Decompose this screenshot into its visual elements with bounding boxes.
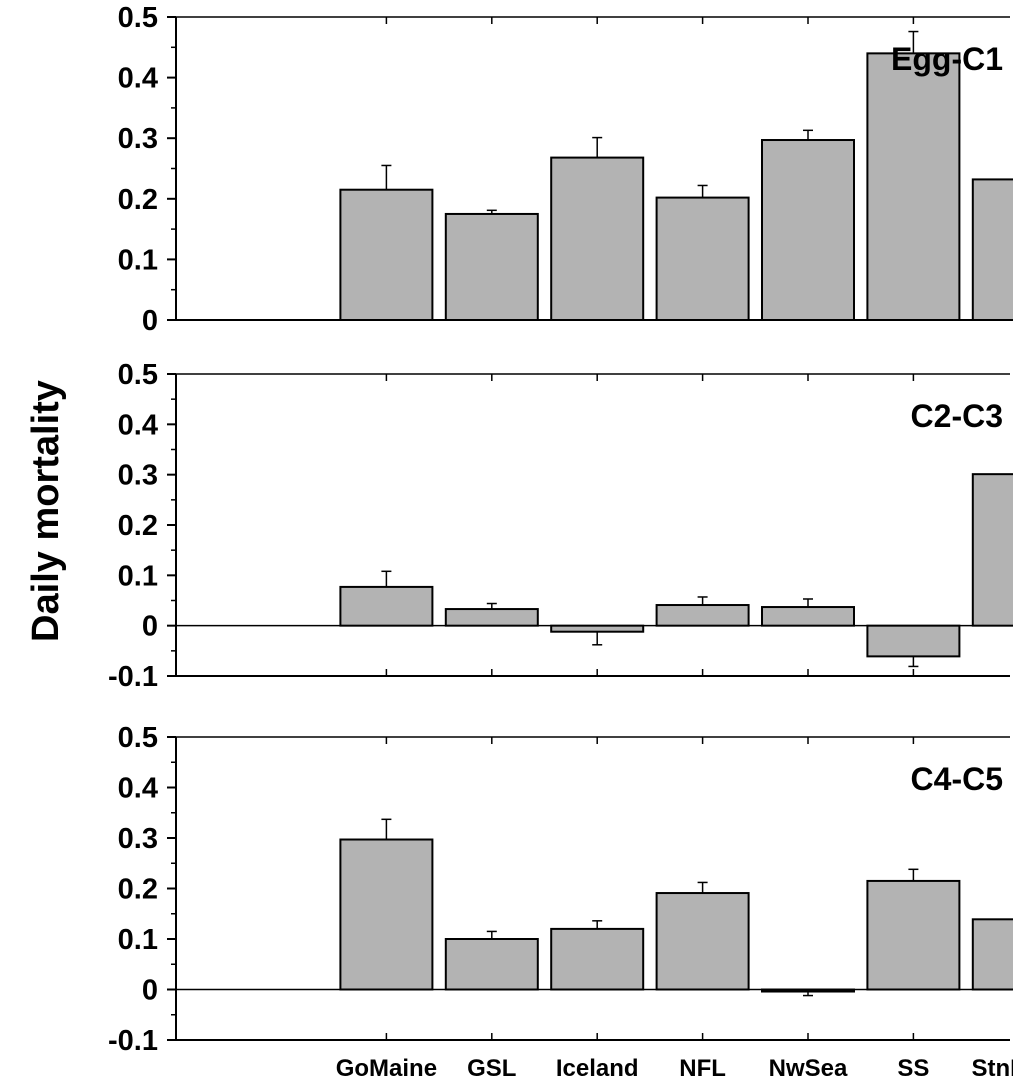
panels: 00.10.20.30.40.5Egg-C1-0.100.10.20.30.40… bbox=[108, 2, 1013, 1057]
x-category-label: GSL bbox=[467, 1055, 516, 1082]
y-tick-label: 0 bbox=[142, 975, 158, 1007]
y-tick-label: 0.4 bbox=[118, 63, 158, 95]
y-tick-label: 0.2 bbox=[118, 184, 158, 216]
y-tick-label: 0.3 bbox=[118, 460, 158, 492]
bar bbox=[444, 608, 539, 627]
panel-title: Egg-C1 bbox=[891, 41, 1003, 77]
bar bbox=[444, 212, 539, 321]
x-category-label: Iceland bbox=[556, 1055, 639, 1082]
bar bbox=[339, 838, 434, 991]
y-tick-label: 0.4 bbox=[118, 773, 158, 805]
panel-title: C4-C5 bbox=[911, 761, 1003, 797]
x-category-label: NwSea bbox=[769, 1055, 848, 1082]
bar bbox=[550, 624, 645, 633]
bar bbox=[655, 196, 750, 321]
x-axis-labels: GoMaine GSL Iceland NFL NwSea SS StnIndia bbox=[336, 1055, 1013, 1082]
bar bbox=[761, 988, 855, 993]
panel-3: -0.1 0 0.1 0.2 0.3 0.4 0.5 C4-C5 bbox=[108, 722, 1013, 1057]
bar bbox=[761, 606, 855, 627]
y-tick-label: 0.1 bbox=[118, 244, 158, 276]
y-tick-label: 0.5 bbox=[118, 722, 158, 754]
bar bbox=[550, 927, 645, 991]
bar bbox=[761, 139, 855, 321]
bar bbox=[444, 938, 539, 991]
y-tick-label: 0.1 bbox=[118, 560, 158, 592]
y-tick-label: 0.5 bbox=[118, 2, 158, 34]
bar bbox=[971, 918, 1013, 991]
y-tick-label: 0 bbox=[142, 305, 158, 337]
y-tick-label: 0.3 bbox=[118, 123, 158, 155]
panel-1: 0 0.1 0.2 0.3 0.4 0.5 Egg-C1 bbox=[118, 2, 1013, 337]
y-tick-label: 0.2 bbox=[118, 874, 158, 906]
bar bbox=[866, 52, 961, 322]
x-category-label: SS bbox=[897, 1055, 929, 1082]
y-tick-label: 0.2 bbox=[118, 510, 158, 542]
bar bbox=[866, 879, 961, 991]
x-category-label: GoMaine bbox=[336, 1055, 437, 1082]
y-tick-label: 0.1 bbox=[118, 924, 158, 956]
x-category-label: StnIndia bbox=[971, 1055, 1013, 1082]
panel-title: C2-C3 bbox=[911, 398, 1003, 434]
x-category-label: NFL bbox=[679, 1055, 726, 1082]
y-axis-title: Daily mortality bbox=[25, 380, 67, 642]
y-tick-label: 0.3 bbox=[118, 823, 158, 855]
y-tick-label: -0.1 bbox=[108, 1025, 158, 1057]
y-tick-label: -0.1 bbox=[108, 661, 158, 693]
panel-2: -0.1 0 0.1 0.2 0.3 0.4 0.5 C2-C3 bbox=[108, 359, 1013, 693]
bar bbox=[866, 624, 961, 658]
y-tick-label: 0.4 bbox=[118, 409, 158, 441]
y-tick-label: 0 bbox=[142, 611, 158, 643]
bar bbox=[971, 473, 1013, 627]
bar bbox=[655, 892, 750, 991]
bar bbox=[339, 585, 434, 627]
bar bbox=[339, 188, 434, 321]
y-tick-label: 0.5 bbox=[118, 359, 158, 391]
bar bbox=[971, 178, 1013, 321]
bar bbox=[550, 156, 645, 321]
bar bbox=[655, 604, 750, 627]
